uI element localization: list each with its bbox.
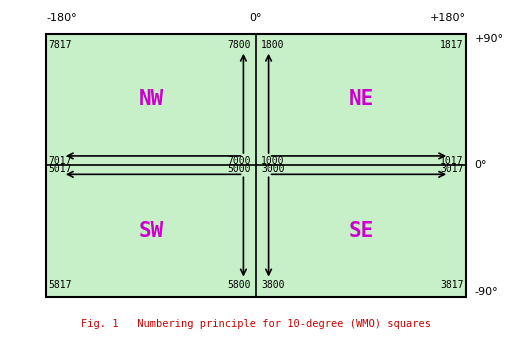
Text: SW: SW [138,221,164,241]
Text: Fig. 1   Numbering principle for 10-degree (WMO) squares: Fig. 1 Numbering principle for 10-degree… [81,318,431,329]
Text: 1817: 1817 [440,40,464,50]
Text: 5000: 5000 [227,164,251,174]
Text: +180°: +180° [430,13,466,23]
Text: 3817: 3817 [440,280,464,290]
Text: -180°: -180° [46,13,77,23]
Text: 0°: 0° [250,13,262,23]
Text: NW: NW [138,89,164,110]
Text: 3800: 3800 [261,280,285,290]
Text: 3017: 3017 [440,164,464,174]
Text: 7017: 7017 [48,156,72,166]
FancyBboxPatch shape [46,34,466,297]
Text: 7817: 7817 [48,40,72,50]
Text: 1000: 1000 [261,156,285,166]
Text: -90°: -90° [474,286,498,297]
Text: 7000: 7000 [227,156,251,166]
Text: 5017: 5017 [48,164,72,174]
Text: 1017: 1017 [440,156,464,166]
Text: 0°: 0° [474,160,487,170]
Text: 7800: 7800 [227,40,251,50]
Text: 1800: 1800 [261,40,285,50]
Text: NE: NE [348,89,374,110]
Text: 5817: 5817 [48,280,72,290]
Text: +90°: +90° [474,34,503,44]
Text: SE: SE [348,221,374,241]
Text: 3000: 3000 [261,164,285,174]
Text: 5800: 5800 [227,280,251,290]
